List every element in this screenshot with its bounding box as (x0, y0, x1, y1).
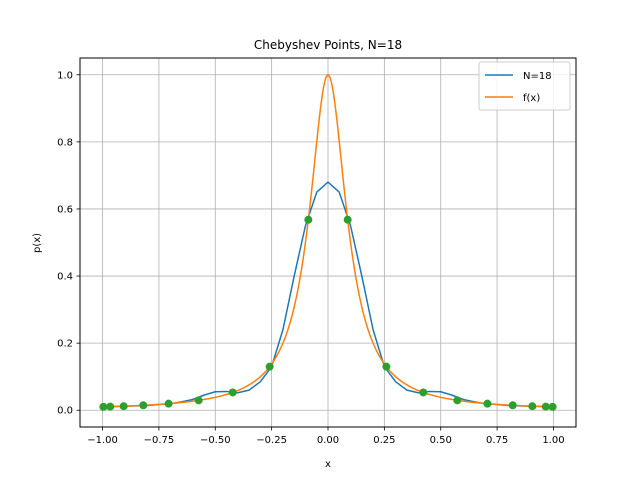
x-tick-label: 0.00 (317, 435, 339, 446)
x-axis-label: x (325, 459, 331, 470)
y-tick-label: 0.4 (57, 272, 73, 283)
series-line-fx (102, 74, 554, 408)
x-tick-label: −0.25 (256, 435, 287, 446)
y-tick-label: 0.2 (57, 339, 73, 350)
y-axis: 0.0 0.2 0.4 0.6 0.8 1.0 (57, 70, 80, 417)
x-tick-label: 0.50 (430, 435, 452, 446)
legend-box (478, 61, 571, 111)
chebyshev-point (194, 396, 203, 405)
chebyshev-point (119, 402, 128, 411)
x-tick-label: −0.50 (200, 435, 231, 446)
chebyshev-point (548, 402, 557, 411)
chart-title: Chebyshev Points, N=18 (254, 38, 402, 52)
y-tick-label: 0.0 (57, 406, 73, 417)
chebyshev-point (304, 215, 313, 224)
chebyshev-point (453, 396, 462, 405)
legend: N=18 f(x) (478, 61, 571, 111)
chebyshev-point (139, 401, 148, 410)
x-axis: −1.00 −0.75 −0.50 −0.25 0.00 0.25 0.50 0.75 1.00 (87, 427, 565, 446)
chebyshev-point (382, 362, 391, 371)
x-tick-label: 1.00 (542, 435, 564, 446)
chebyshev-point (508, 401, 517, 410)
y-tick-label: 0.8 (57, 137, 73, 148)
y-tick-label: 1.0 (57, 70, 73, 81)
y-tick-label: 0.6 (57, 204, 73, 215)
x-tick-label: −1.00 (87, 435, 118, 446)
x-tick-label: 0.75 (486, 435, 508, 446)
chebyshev-point (343, 215, 352, 224)
chebyshev-point (164, 399, 173, 408)
legend-label-fx: f(x) (523, 93, 540, 104)
series-layer (99, 74, 557, 411)
chebyshev-point (541, 402, 550, 411)
chebyshev-point (228, 388, 237, 397)
legend-label-n18: N=18 (523, 71, 552, 82)
chebyshev-point (419, 388, 428, 397)
chebyshev-point (483, 399, 492, 408)
chebyshev-point (106, 402, 115, 411)
chebyshev-point (528, 402, 537, 411)
y-axis-label: p(x) (32, 233, 43, 253)
chebyshev-point (99, 402, 108, 411)
x-tick-label: 0.25 (373, 435, 395, 446)
chebyshev-point (265, 362, 274, 371)
x-tick-label: −0.75 (144, 435, 175, 446)
